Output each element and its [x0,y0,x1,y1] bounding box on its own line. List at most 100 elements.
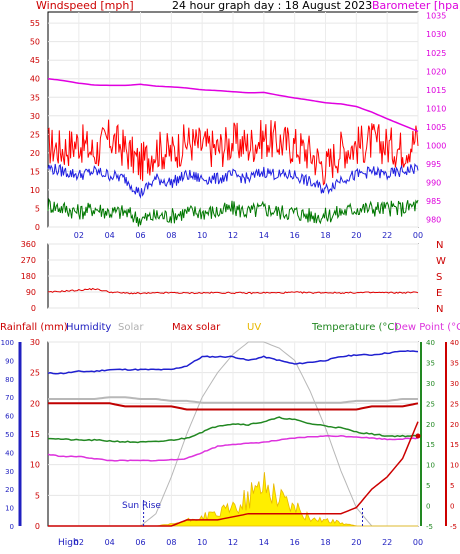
legend-uv: UV [247,322,261,333]
temperature-tick: -5 [426,523,433,531]
legend-humidity: Humidity [66,322,111,333]
p1-yl-tick: 10 [30,186,40,195]
p3-x-tick: 22 [382,538,392,547]
dewpoint-tick: 35 [450,359,459,367]
endpoint-dot [415,433,421,439]
panel3-series [47,341,421,527]
p1-yl-tick: 15 [30,167,40,176]
chart-title: 24 hour graph day : 18 August 2023 [172,0,372,12]
panel-rain-humidity-solar-temp: Rainfall (mm) Humidity Solar Max solar U… [0,322,460,548]
high-label: High [58,538,79,548]
rainfall-total-line [48,421,419,527]
temperature-tick: 35 [426,359,435,367]
humidity-tick: 50 [5,431,14,439]
panel1-x-ticks: 02 04 06 08 10 12 14 16 18 20 22 00 [74,231,423,240]
left-axis-title: Windspeed [mph] [36,0,134,12]
panel3-temperature-ticks: -5 0 5 10 15 20 25 30 35 40 [426,339,435,531]
panel3-x-ticks: 02 04 06 08 10 12 14 16 18 20 22 00 [74,538,423,547]
legend-rainfall: Rainfall (mm) [0,322,68,333]
dewpoint-tick: 30 [450,380,459,388]
panel1-y-left-ticks: 0 5 10 15 20 25 30 35 40 45 50 55 [30,19,40,232]
legend-solar: Solar [118,322,144,333]
p1-yl-tick: 40 [30,75,40,84]
wind-direction-line [47,287,419,295]
p1-yl-tick: 35 [30,93,40,102]
panel2-grid [48,243,419,309]
p2-compass-label: N [436,240,443,251]
p2-yl-tick: 180 [21,272,36,281]
dewpoint-tick: 5 [450,482,454,490]
p1-yr-tick: 1015 [426,86,446,95]
solar-band-line [48,396,418,404]
p1-yr-tick: 990 [426,179,441,188]
p1-x-tick: 18 [320,231,330,240]
p1-yl-tick: 25 [30,130,40,139]
rain-tick: 25 [30,369,40,378]
legend-dew-point: Dew Point (°C) [394,322,460,333]
legend-max-solar: Max solar [172,322,221,333]
p1-x-tick: 06 [135,231,145,240]
temperature-tick: 25 [426,400,435,408]
p3-x-tick: 02 [74,538,84,547]
p2-compass-label: S [436,272,442,283]
p3-x-tick: 00 [413,538,423,547]
legend-temperature: Temperature (°C) [311,322,398,333]
p3-x-tick: 10 [197,538,207,547]
temperature-tick: 15 [426,441,435,449]
p2-compass-label: W [436,256,446,267]
windspeed-gust-line [47,119,419,186]
p1-x-tick: 02 [74,231,84,240]
p2-yl-tick: 0 [31,304,36,313]
dewpoint-tick: 15 [450,441,459,449]
panel3-rain-ticks: 0 5 10 15 20 25 30 [30,338,40,531]
humidity-tick: 90 [5,357,14,365]
p1-yr-tick: 1030 [426,30,446,39]
humidity-tick: 10 [5,505,14,513]
humidity-line [47,350,419,375]
temperature-tick: 30 [426,380,435,388]
temperature-tick: 20 [426,421,435,429]
p3-x-tick: 04 [105,538,115,547]
right-axis-title: Barometer [hpa] [372,0,460,12]
panel3-grid [48,341,419,527]
p3-x-tick: 14 [259,538,269,547]
p1-x-tick: 12 [228,231,238,240]
p1-x-tick: 00 [413,231,423,240]
p2-yl-tick: 270 [21,256,36,265]
sunrise-label: Sun Rise [122,501,161,511]
humidity-tick: 60 [5,413,14,421]
p1-yr-tick: 985 [426,197,441,206]
p1-yr-tick: 1005 [426,123,446,132]
p1-x-tick: 20 [351,231,361,240]
p3-x-tick: 08 [166,538,176,547]
p1-x-tick: 08 [166,231,176,240]
p1-yl-tick: 50 [30,38,40,47]
p2-compass-label: N [436,304,443,315]
temperature-tick: 5 [426,482,430,490]
p1-yr-tick: 980 [426,216,441,225]
p1-yl-tick: 20 [30,149,40,158]
rain-tick: 10 [30,461,40,470]
panel2-series [47,287,419,295]
dewpoint-tick: 0 [450,503,454,511]
humidity-tick: 40 [5,449,14,457]
p1-yr-tick: 1020 [426,67,446,76]
p1-x-tick: 04 [105,231,115,240]
p1-yl-tick: 30 [30,112,40,121]
rain-tick: 20 [30,399,40,408]
panel-wind-barometer: Windspeed [mph] 24 hour graph day : 18 A… [0,0,460,240]
panel1-y-right-ticks: 980 985 990 995 1000 1005 1010 1015 1020 1025 1030… [426,12,446,225]
rain-tick: 30 [30,338,40,347]
p1-x-tick: 14 [259,231,269,240]
p1-yl-tick: 55 [30,19,40,28]
panel3-humidity-ticks: 0 10 20 30 40 50 60 70 80 90 100 [1,339,14,531]
p1-yl-tick: 5 [35,204,40,213]
humidity-tick: 0 [10,523,14,531]
dew-point-line [47,434,419,462]
p3-x-tick: 20 [351,538,361,547]
p2-compass-label: E [436,288,442,299]
dewpoint-tick: 10 [450,462,459,470]
dewpoint-tick: -5 [450,523,457,531]
